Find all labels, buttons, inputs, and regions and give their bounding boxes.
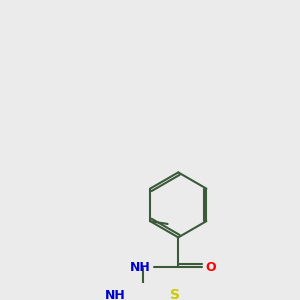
Text: S: S [170,288,180,300]
Text: O: O [206,261,216,274]
Text: NH: NH [130,261,151,274]
Text: NH: NH [105,289,126,300]
